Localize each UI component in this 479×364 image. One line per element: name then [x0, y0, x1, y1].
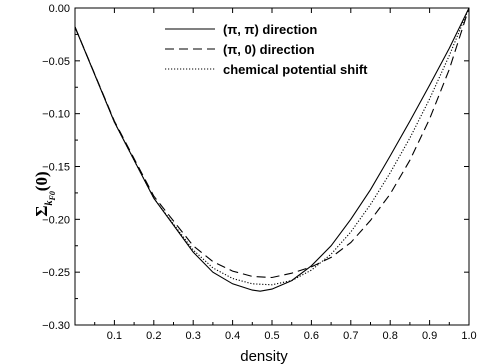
y-axis-title-symbol: Σ [32, 206, 51, 217]
x-tick-label: 1.0 [461, 330, 476, 342]
y-tick-label: −0.05 [42, 56, 70, 68]
y-axis: 0.00 −0.05 −0.10 −0.15 −0.20 −0.25 −0.30 [42, 3, 469, 332]
series-line-dotted [74, 7, 470, 286]
y-axis-title-subsubscript: F0 [48, 191, 57, 201]
series-layer [74, 7, 470, 292]
y-tick-label: −0.30 [42, 320, 70, 332]
x-tick-label: 0.6 [304, 330, 319, 342]
x-tick-label: 0.9 [422, 330, 437, 342]
y-tick-label: −0.10 [42, 109, 70, 121]
series-line-dashed [74, 7, 470, 279]
y-axis-title-argument: (0) [32, 171, 51, 191]
legend: (π, π) direction (π, 0) direction chemical… [165, 22, 368, 77]
series-line-solid [74, 7, 470, 292]
svg-text:ΣkF0(0): ΣkF0(0) [32, 171, 57, 216]
x-tick-label: 0.4 [225, 330, 240, 342]
x-tick-label: 0.5 [264, 330, 279, 342]
x-tick-label: 0.7 [343, 330, 358, 342]
legend-label: (π, 0) direction [223, 42, 315, 57]
legend-label: (π, π) direction [223, 22, 317, 37]
legend-label: chemical potential shift [223, 62, 368, 77]
x-tick-label: 0.1 [107, 330, 122, 342]
x-tick-label: 0.3 [186, 330, 201, 342]
y-tick-label: −0.20 [42, 214, 70, 226]
y-axis-title: ΣkF0(0) [32, 171, 57, 216]
x-tick-label: 0.8 [383, 330, 398, 342]
x-axis-title: density [240, 348, 288, 364]
y-tick-label: −0.25 [42, 267, 70, 279]
y-axis-title-subscript: k [44, 201, 55, 206]
x-tick-label: 0.2 [146, 330, 161, 342]
y-tick-label: 0.00 [49, 3, 70, 15]
x-axis: 0.1 0.2 0.3 0.4 0.5 0.6 0.7 0.8 0.9 1.0 [94, 8, 477, 342]
y-tick-label: −0.15 [42, 162, 70, 174]
